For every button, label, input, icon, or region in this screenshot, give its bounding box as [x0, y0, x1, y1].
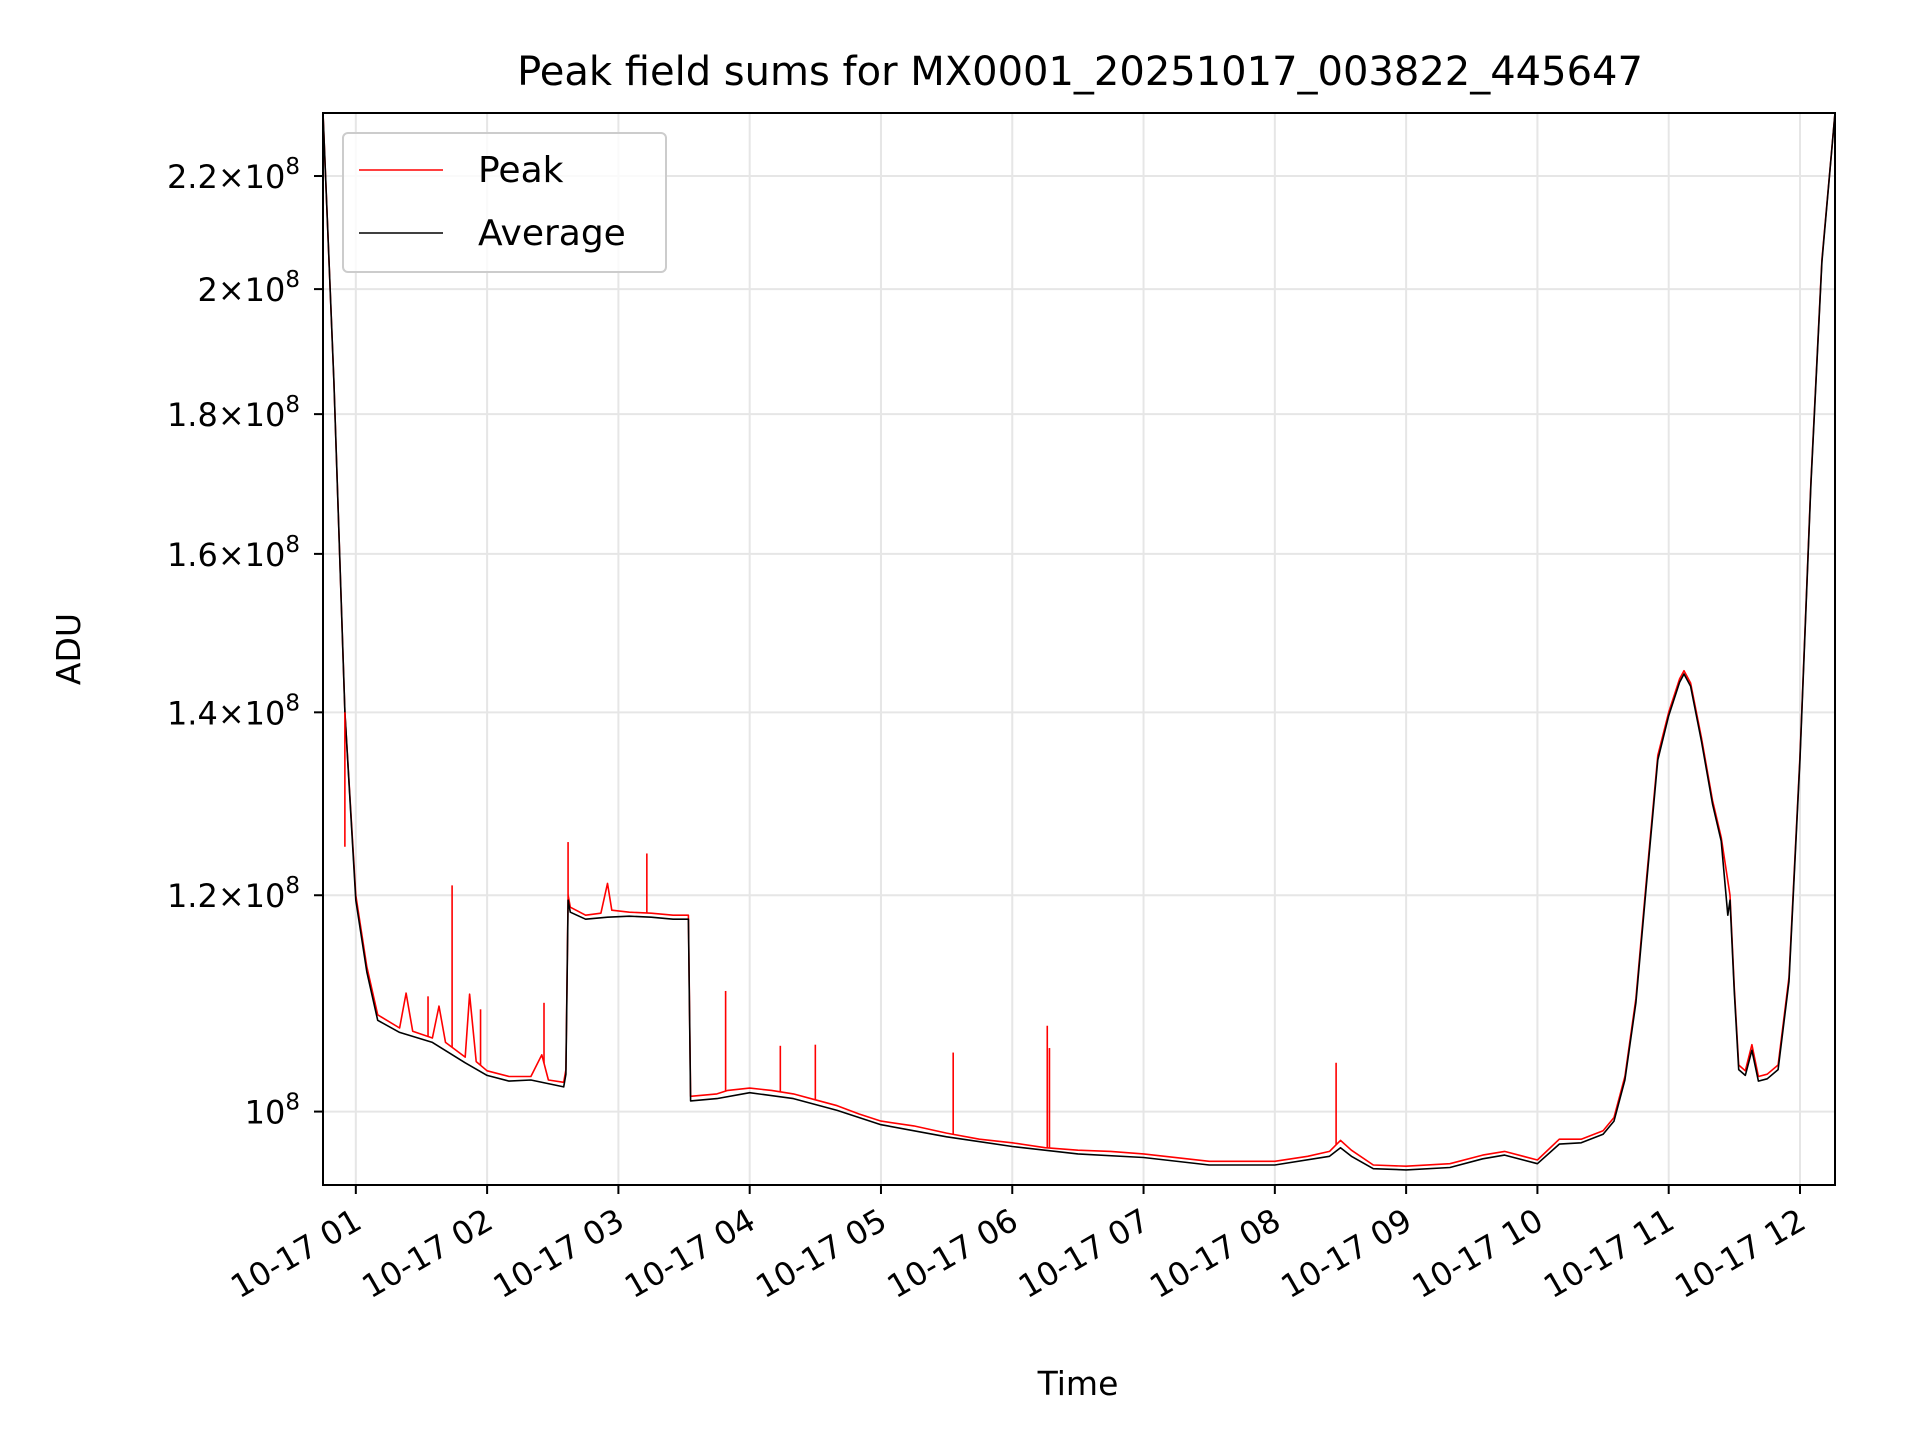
- y-tick-label: 108: [245, 1090, 300, 1132]
- y-axis-label: ADU: [49, 613, 88, 685]
- y-tick-label: 1.2×108: [167, 873, 300, 915]
- y-tick-label: 1.4×108: [167, 690, 300, 732]
- y-axis: 108 1.2×108 1.4×108 1.6×108 1.8×108 2×108 2.2×…: [167, 154, 323, 1132]
- legend-label-average: Average: [478, 213, 626, 254]
- plot-frame: [322, 112, 1836, 1186]
- series-line-average: [323, 113, 1835, 1171]
- x-grid: [354, 113, 1801, 1185]
- y-tick-label: 2×108: [197, 267, 300, 309]
- y-tick-label: 1.6×108: [167, 532, 300, 574]
- y-tick-label: 1.8×108: [167, 392, 300, 434]
- plot-clip-group: [323, 113, 1835, 1171]
- y-grid: [323, 175, 1835, 1113]
- legend-box: [342, 132, 667, 273]
- legend-label-peak: Peak: [478, 150, 564, 191]
- x-axis-label: Time: [1037, 1364, 1119, 1403]
- series-lines: [323, 113, 1835, 1171]
- chart-title: Peak field sums for MX0001_20251017_0038…: [517, 49, 1643, 95]
- legend: Peak Average: [342, 132, 667, 273]
- y-tick-label: 2.2×108: [167, 154, 300, 196]
